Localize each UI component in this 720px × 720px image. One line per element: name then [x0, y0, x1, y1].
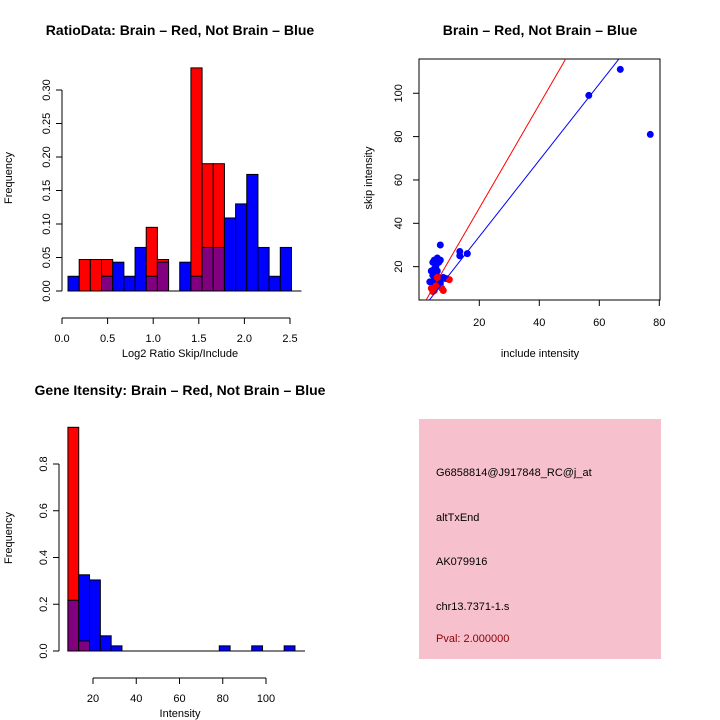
y-tick-label: 0.30	[41, 79, 53, 100]
y-tick-label: 0.05	[41, 247, 53, 268]
x-tick-label: 80	[653, 317, 665, 329]
x-tick-label: 20	[87, 693, 99, 705]
gene-histogram-title: Gene Itensity: Brain – Red, Not Brain – …	[35, 382, 326, 398]
info-panel: G6858814@J917848_RC@j_at altTxEnd AK0799…	[419, 419, 661, 659]
red-bar	[190, 67, 203, 292]
blue-bar	[218, 645, 231, 652]
blue-point	[436, 256, 444, 264]
y-tick-label: 0.8	[38, 456, 50, 471]
overlap-bar	[201, 246, 214, 292]
blue-point	[456, 252, 464, 260]
x-tick-label: 1.5	[191, 333, 206, 345]
overlap-bar	[145, 275, 158, 292]
ratio-histogram: RatioData: Brain – Red, Not Brain – Blue…	[3, 22, 314, 360]
x-tick-label: 0.0	[54, 333, 69, 345]
overlap-bar	[101, 275, 114, 292]
blue-bar	[99, 635, 112, 652]
blue-bar	[179, 261, 192, 292]
accession: AK079916	[436, 556, 487, 568]
red-fit-line	[425, 59, 567, 300]
intensity-scatter: Brain – Red, Not Brain – Blue include in…	[363, 22, 665, 360]
blue-bar	[67, 275, 80, 292]
red-point	[445, 276, 453, 284]
y-tick-label: 100	[393, 84, 405, 102]
blue-point	[646, 130, 654, 138]
blue-bar	[283, 645, 296, 652]
x-tick-label: 60	[173, 693, 185, 705]
blue-bar	[78, 574, 91, 652]
red-point	[433, 273, 441, 281]
blue-bar	[279, 246, 292, 292]
blue-point	[439, 273, 447, 281]
probe-id: G6858814@J917848_RC@j_at	[436, 467, 592, 479]
blue-bar	[257, 246, 270, 292]
ratio-histogram-title: RatioData: Brain – Red, Not Brain – Blue	[46, 22, 315, 38]
y-tick-label: 0.6	[38, 503, 50, 518]
blue-point	[616, 65, 624, 73]
y-tick-label: 40	[393, 217, 405, 229]
x-tick-label: 2.5	[282, 333, 297, 345]
blue-bar	[251, 645, 264, 652]
y-tick-label: 0.0	[38, 643, 50, 658]
y-tick-label: 80	[393, 130, 405, 142]
event-type: altTxEnd	[436, 512, 479, 524]
gene-histogram-ylabel: Frequency	[3, 512, 15, 564]
y-tick-label: 20	[393, 261, 405, 273]
x-tick-label: 60	[593, 317, 605, 329]
blue-point	[432, 263, 440, 271]
blue-bar	[235, 203, 248, 292]
scatter-xlabel: include intensity	[501, 348, 580, 360]
overlap-bar	[190, 275, 203, 292]
x-tick-label: 40	[533, 317, 545, 329]
x-tick-label: 2.0	[237, 333, 252, 345]
plot-frame	[418, 58, 661, 301]
overlap-bar	[67, 599, 80, 652]
y-tick-label: 0.2	[38, 597, 50, 612]
blue-bar	[123, 275, 136, 292]
scatter-title: Brain – Red, Not Brain – Blue	[443, 22, 638, 38]
y-tick-label: 0.10	[41, 213, 53, 234]
x-tick-label: 20	[473, 317, 485, 329]
blue-fit-line	[428, 59, 620, 300]
blue-bar	[268, 275, 281, 292]
scatter-ylabel: skip intensity	[363, 146, 375, 209]
gene-histogram-xlabel: Intensity	[160, 708, 201, 720]
blue-point	[436, 241, 444, 249]
blue-bar	[223, 217, 237, 292]
red-point	[438, 284, 446, 292]
x-tick-label: 40	[130, 693, 142, 705]
x-tick-label: 80	[217, 693, 229, 705]
y-tick-label: 0.25	[41, 113, 53, 134]
x-tick-label: 0.5	[100, 333, 115, 345]
overlap-bar	[78, 640, 91, 652]
info-panel-background	[419, 419, 661, 659]
locus: chr13.7371-1.s	[436, 601, 510, 613]
blue-bar	[246, 173, 259, 292]
y-tick-label: 0.20	[41, 146, 53, 167]
overlap-bar	[156, 261, 170, 292]
blue-bar	[134, 246, 147, 292]
blue-bar	[112, 261, 125, 292]
blue-point	[463, 250, 471, 258]
blue-bar	[89, 579, 101, 652]
x-tick-label: 100	[257, 693, 275, 705]
red-point	[432, 282, 440, 290]
ratio-histogram-ylabel: Frequency	[3, 152, 15, 204]
x-tick-label: 1.0	[146, 333, 161, 345]
ratio-histogram-xlabel: Log2 Ratio Skip/Include	[122, 348, 238, 360]
blue-point	[585, 91, 593, 99]
red-bar	[89, 259, 103, 292]
red-bar	[78, 259, 91, 292]
y-tick-label: 60	[393, 174, 405, 186]
y-tick-label: 0.15	[41, 180, 53, 201]
pval: Pval: 2.000000	[436, 633, 509, 645]
y-tick-label: 0.4	[38, 550, 50, 565]
gene-intensity-histogram: Gene Itensity: Brain – Red, Not Brain – …	[3, 382, 326, 720]
overlap-bar	[212, 246, 225, 292]
blue-bar	[110, 645, 123, 652]
y-tick-label: 0.00	[41, 280, 53, 301]
